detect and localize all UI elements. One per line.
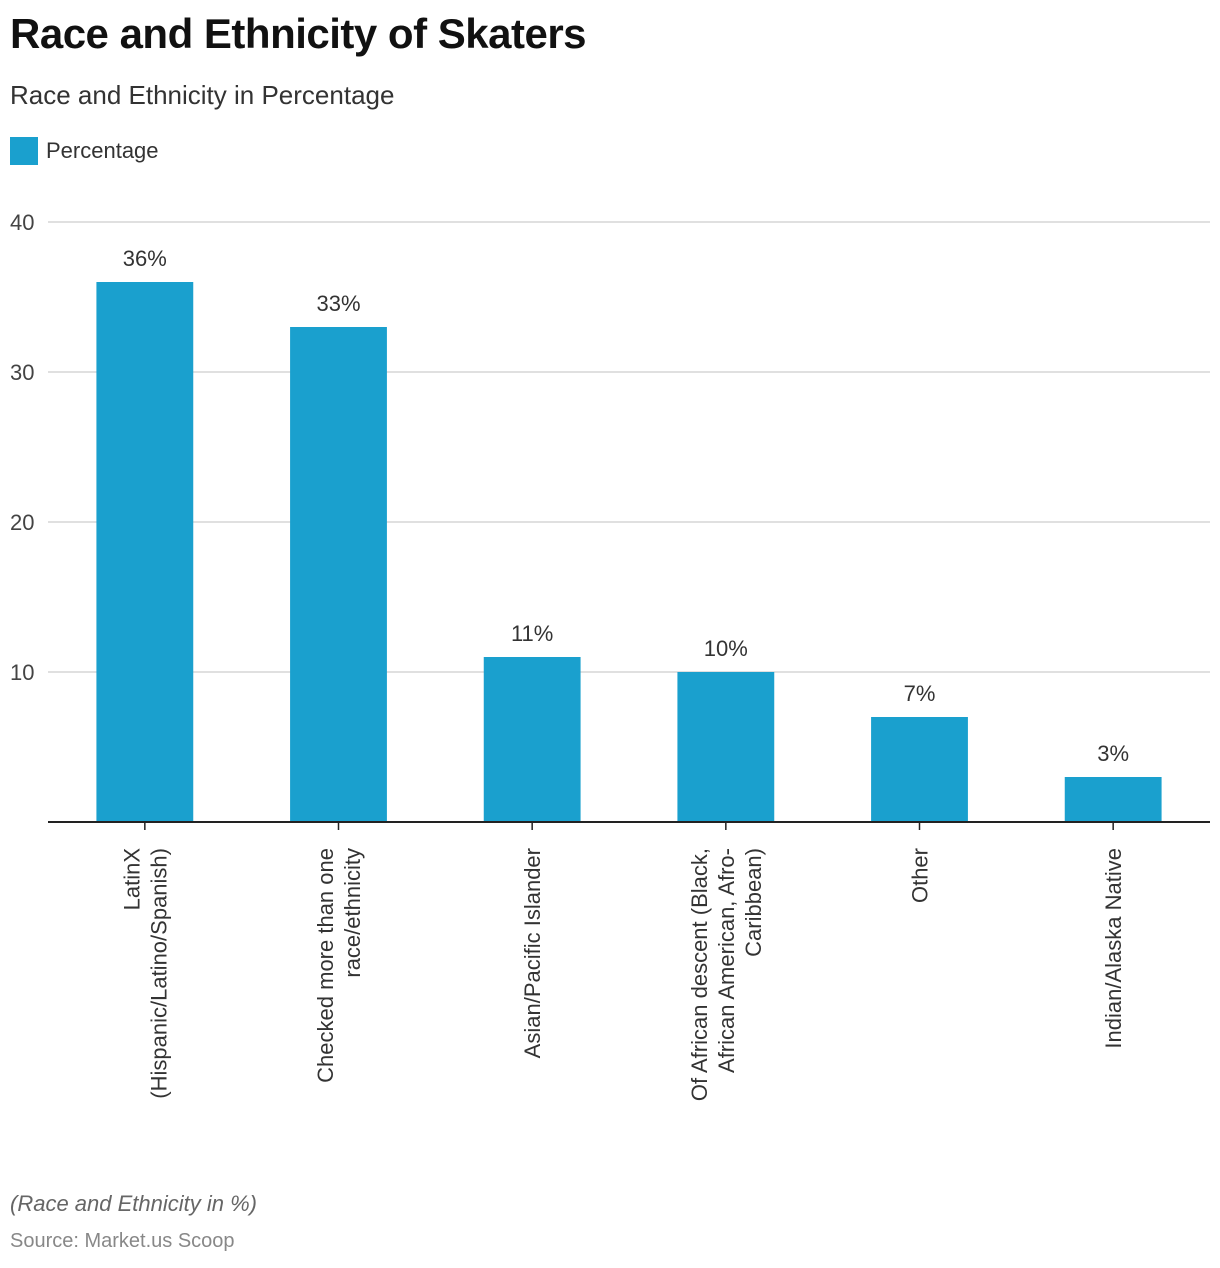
legend-label: Percentage xyxy=(46,138,159,163)
data-label: 3% xyxy=(1097,741,1129,766)
y-tick-label: 30 xyxy=(10,360,34,385)
bar xyxy=(483,657,581,822)
bar xyxy=(96,282,194,822)
footnote: (Race and Ethnicity in %) xyxy=(10,1191,257,1216)
x-tick-label: Checked more than one race/ethnicity xyxy=(313,848,365,1083)
x-tick-label-line: Asian/Pacific Islander xyxy=(520,848,545,1058)
x-tick-label: Indian/Alaska Native xyxy=(1101,848,1126,1049)
data-labels: 36% 33% 11% 10% 7% 3% xyxy=(123,246,1129,766)
x-tick-label-line: Checked more than one xyxy=(313,848,338,1083)
x-tick-label-line: African American, Afro- xyxy=(714,848,739,1073)
y-tick-label: 10 xyxy=(10,660,34,685)
data-label: 11% xyxy=(511,621,553,646)
x-tick-label-line: LatinX xyxy=(119,848,144,911)
grid-lines xyxy=(48,221,1210,673)
bars xyxy=(96,282,1162,822)
x-axis-ticks: LatinX (Hispanic/Latino/Spanish) Checked m… xyxy=(119,822,1126,1101)
bar xyxy=(677,672,775,822)
chart-subtitle: Race and Ethnicity in Percentage xyxy=(10,80,395,110)
x-tick-label: LatinX (Hispanic/Latino/Spanish) xyxy=(119,848,171,1099)
y-tick-label: 40 xyxy=(10,210,34,235)
x-tick-label-line: race/ethnicity xyxy=(340,848,365,978)
x-tick-label: Of African descent (Black, African Americ… xyxy=(687,848,766,1101)
y-tick-label: 20 xyxy=(10,510,34,535)
y-axis-ticks: 10 20 30 40 xyxy=(10,210,34,685)
x-tick-label-line: Caribbean) xyxy=(741,848,766,957)
chart-title: Race and Ethnicity of Skaters xyxy=(10,10,587,57)
bar xyxy=(871,717,968,822)
data-label: 10% xyxy=(704,636,748,661)
data-label: 36% xyxy=(123,246,167,271)
bar xyxy=(290,327,387,822)
bar xyxy=(1064,777,1162,822)
legend-swatch xyxy=(10,137,38,165)
x-tick-label-line: Other xyxy=(908,848,933,903)
x-tick-label-line: (Hispanic/Latino/Spanish) xyxy=(146,848,171,1099)
x-tick-label-line: Of African descent (Black, xyxy=(687,848,712,1101)
x-tick-label: Other xyxy=(908,848,933,903)
source-note: Source: Market.us Scoop xyxy=(10,1230,235,1252)
legend: Percentage xyxy=(10,137,159,165)
x-tick-label-line: Indian/Alaska Native xyxy=(1101,848,1126,1049)
data-label: 33% xyxy=(316,291,360,316)
data-label: 7% xyxy=(904,681,936,706)
x-tick-label: Asian/Pacific Islander xyxy=(520,848,545,1058)
